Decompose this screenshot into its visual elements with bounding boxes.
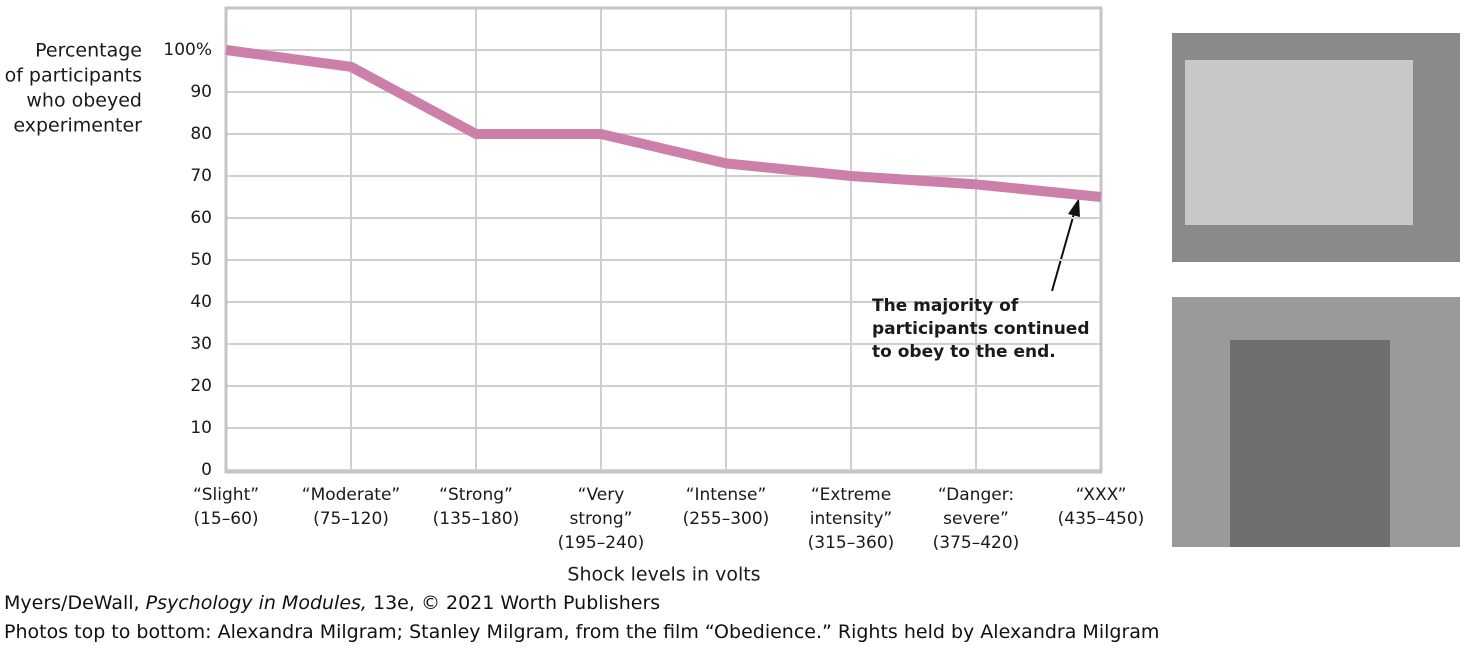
y-tick-label: 90 bbox=[190, 82, 212, 102]
y-tick-label: 30 bbox=[190, 334, 212, 354]
y-tick-label: 40 bbox=[190, 292, 212, 312]
credit-text: 13e, © 2021 Worth Publishers bbox=[366, 592, 661, 614]
y-tick-label: 50 bbox=[190, 250, 212, 270]
x-tick-label: (435–450) bbox=[1058, 509, 1145, 529]
x-tick-label: severe” bbox=[943, 509, 1009, 529]
credit-book: Psychology in Modules, bbox=[145, 592, 367, 614]
annotation: to obey to the end. bbox=[872, 342, 1056, 362]
y-tick-label: 80 bbox=[190, 124, 212, 144]
plot-frame bbox=[224, 6, 1103, 474]
photo-people bbox=[1230, 340, 1390, 547]
x-tick-label: (255–300) bbox=[683, 509, 770, 529]
y-axis-label: who obeyed bbox=[26, 90, 142, 112]
x-tick-label: “Extreme bbox=[811, 485, 891, 505]
data-line bbox=[225, 45, 1102, 202]
x-tick-label: “Intense” bbox=[686, 485, 767, 505]
x-tick-label: (75–120) bbox=[313, 509, 389, 529]
annotation-arrow bbox=[1051, 209, 1076, 292]
chart: 0 10 20 30 40 50 60 70 80 90 100% “Slight” (15–60) “M… bbox=[5, 6, 1460, 586]
y-tick-label: 10 bbox=[190, 418, 212, 438]
x-tick-label: “Danger: bbox=[938, 485, 1014, 505]
x-tick-label: (375–420) bbox=[933, 533, 1020, 553]
x-tick-label: (315–360) bbox=[808, 533, 895, 553]
y-axis-label: Percentage bbox=[35, 40, 142, 62]
x-tick-label: intensity” bbox=[810, 509, 893, 529]
photo-credit: Photos top to bottom: Alexandra Milgram;… bbox=[4, 621, 1160, 643]
y-axis-label: experimenter bbox=[13, 115, 142, 137]
credit: Myers/DeWall, Psychology in Modules, 13e… bbox=[4, 592, 660, 614]
x-tick-label: “Slight” bbox=[193, 485, 259, 505]
x-tick-label: (15–60) bbox=[193, 509, 258, 529]
y-tick-label: 70 bbox=[190, 166, 212, 186]
y-tick-label: 60 bbox=[190, 208, 212, 228]
x-tick-label: “Moderate” bbox=[302, 485, 400, 505]
annotation: participants continued bbox=[872, 319, 1090, 339]
y-tick-label: 20 bbox=[190, 376, 212, 396]
x-tick-label: “Very bbox=[578, 485, 625, 505]
x-tick-label: (135–180) bbox=[433, 509, 520, 529]
x-tick-label: (195–240) bbox=[558, 533, 645, 553]
x-axis-label: Shock levels in volts bbox=[567, 564, 760, 586]
photo-generator-panel bbox=[1185, 60, 1413, 225]
annotation: The majority of bbox=[872, 296, 1019, 316]
x-tick-label: “XXX” bbox=[1076, 485, 1127, 505]
credit-text: Myers/DeWall, bbox=[4, 592, 146, 614]
y-axis-label: of participants bbox=[5, 65, 142, 87]
x-tick-label: “Strong” bbox=[439, 485, 513, 505]
y-tick-label: 0 bbox=[201, 460, 212, 480]
x-tick-label: strong” bbox=[570, 509, 633, 529]
y-tick-label: 100% bbox=[163, 40, 212, 60]
arrow-head bbox=[1068, 198, 1080, 217]
